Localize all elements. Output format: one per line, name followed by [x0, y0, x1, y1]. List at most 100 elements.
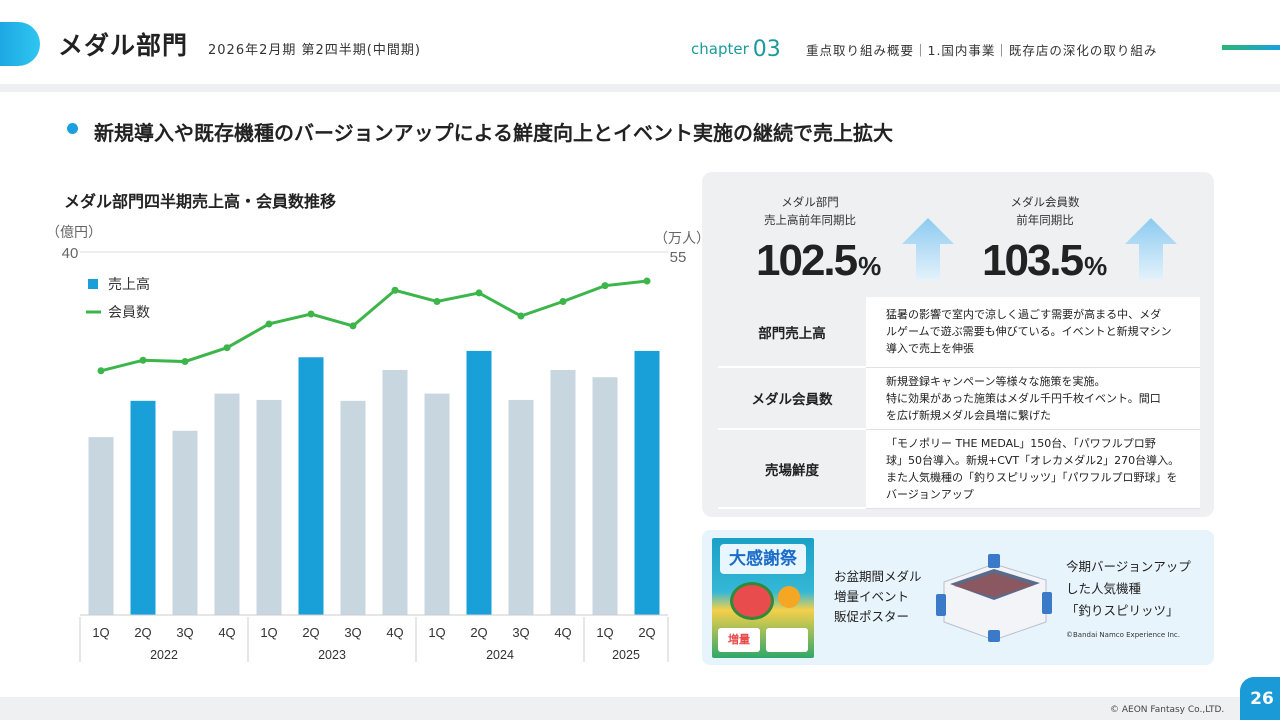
row-label-sales: 部門売上高	[718, 297, 866, 368]
x-tick-label: 4Q	[218, 625, 235, 640]
watermelon-icon	[730, 582, 774, 620]
caption-line: 今期バージョンアップ	[1066, 559, 1191, 574]
members-point	[181, 358, 189, 366]
text-line: 球」50台導入。新規+CVT「オレカメダル2」270台導入。	[886, 453, 1180, 467]
x-tick-label: 3Q	[344, 625, 361, 640]
members-point	[601, 282, 609, 290]
kpi-sales-value: 102.5	[756, 236, 858, 285]
text-line: 導入で売上を伸張	[886, 342, 974, 356]
legend-sales-swatch	[88, 279, 98, 289]
row-text-members: 新規登録キャンペーン等様々な施策を実施。 特に効果があった施策はメダル千円千枚イ…	[866, 367, 1200, 430]
left-axis-max-label: 40	[62, 245, 79, 262]
members-point	[475, 289, 483, 297]
footer-copyright: © AEON Fantasy Co.,LTD.	[1110, 705, 1225, 715]
x-tick-label: 2Q	[302, 625, 319, 640]
kpi-sales-unit: %	[858, 251, 882, 281]
members-point	[223, 344, 231, 352]
chart-title: メダル部門四半期売上高・会員数推移	[64, 192, 337, 211]
initiatives-table: 部門売上高 猛暑の影響で室内で涼しく過ごす需要が高まる中、メダ ルゲームで遊ぶ需…	[718, 297, 1200, 509]
kpi-members-value-wrap: 103.5%	[982, 238, 1107, 289]
kpi-members: メダル会員数 前年同期比	[975, 193, 1115, 229]
kpi-sales-label-1: メダル部門	[781, 195, 839, 209]
sales-bar	[172, 430, 198, 615]
x-tick-label: 2Q	[134, 625, 151, 640]
legend-sales-label: 売上高	[108, 276, 150, 293]
sales-bar	[634, 350, 660, 615]
bullet-icon	[67, 123, 78, 134]
table-row: 売場鮮度 「モノポリー THE MEDAL」150台、「パワフルプロ野 球」50…	[718, 429, 1200, 509]
members-line	[100, 279, 648, 373]
kpi-sales-label-2: 売上高前年同期比	[764, 213, 856, 227]
page-title: メダル部門	[58, 31, 189, 60]
kpi-members-unit: %	[1084, 251, 1108, 281]
members-point	[97, 367, 105, 375]
poster-info-box	[766, 628, 808, 652]
page-number: 26	[1240, 677, 1280, 720]
sales-bar	[340, 400, 366, 615]
members-point	[517, 312, 525, 320]
chapter-indicator: chapter 03	[691, 35, 781, 62]
row-text-sales: 猛暑の影響で室内で涼しく過ごす需要が高まる中、メダ ルゲームで遊ぶ需要も伸びてい…	[866, 297, 1200, 368]
sun-icon	[778, 586, 800, 608]
x-tick-label: 1Q	[260, 625, 277, 640]
row-label-freshness: 売場鮮度	[718, 429, 866, 509]
sales-bar	[508, 399, 534, 615]
text-line: 猛暑の影響で室内で涼しく過ごす需要が高まる中、メダ	[886, 308, 1162, 322]
sales-bar	[550, 369, 576, 615]
right-axis-max-label: 55	[670, 249, 687, 266]
members-point	[349, 322, 357, 330]
breadcrumb: 重点取り組み概要｜1.国内事業｜既存店の深化の取り組み	[806, 43, 1158, 58]
members-point	[433, 298, 441, 305]
period-subtitle: 2026年2月期 第2四半期(中間期)	[208, 43, 421, 58]
row-label-members: メダル会員数	[718, 367, 866, 430]
x-tick-label: 3Q	[512, 625, 529, 640]
footer-band	[0, 697, 1280, 720]
x-tick-label: 2Q	[638, 625, 655, 640]
slide-header: メダル部門 2026年2月期 第2四半期(中間期) chapter 03 重点取り…	[0, 0, 1280, 86]
caption-line: 増量イベント	[834, 589, 910, 604]
chapter-number: 03	[752, 37, 781, 62]
header-tab-accent	[0, 22, 40, 66]
caption-line: した人気機種	[1066, 581, 1142, 596]
x-tick-label: 1Q	[428, 625, 445, 640]
kpi-members-value: 103.5	[982, 236, 1084, 285]
kpi-members-label-1: メダル会員数	[1010, 195, 1080, 209]
chapter-label: chapter	[691, 40, 749, 58]
text-line: 「モノポリー THE MEDAL」150台、「パワフルプロ野	[886, 436, 1156, 450]
members-point	[643, 277, 651, 285]
x-tick-label: 1Q	[596, 625, 613, 640]
table-row: メダル会員数 新規登録キャンペーン等様々な施策を実施。 特に効果があった施策はメ…	[718, 367, 1200, 430]
members-point	[559, 298, 567, 305]
up-arrow-icon	[1125, 218, 1177, 280]
header-divider	[0, 84, 1280, 92]
x-tick-label: 2Q	[470, 625, 487, 640]
members-point	[139, 356, 147, 364]
sales-bar	[466, 350, 492, 615]
year-label: 2023	[318, 648, 346, 662]
text-line: 特に効果があった施策はメダル千円千枚イベント。間口	[886, 391, 1161, 405]
left-axis-unit: （億円）	[46, 225, 102, 241]
text-line: ルゲームで遊ぶ需要も伸びている。イベントと新規マシン	[886, 325, 1172, 339]
sales-bar	[424, 393, 450, 615]
kpi-sales-value-wrap: 102.5%	[756, 238, 881, 289]
image-copyright: ©Bandai Namco Experience Inc.	[1066, 631, 1180, 639]
sales-bar	[130, 400, 156, 615]
header-accent-bar	[1222, 45, 1280, 50]
medal-machine-image	[936, 554, 1052, 642]
members-point	[265, 320, 273, 328]
members-point	[391, 286, 399, 294]
legend-members-label: 会員数	[108, 305, 150, 321]
x-tick-label: 1Q	[92, 625, 109, 640]
row-text-freshness: 「モノポリー THE MEDAL」150台、「パワフルプロ野 球」50台導入。新…	[866, 429, 1200, 509]
caption-line: 「釣りスピリッツ」	[1066, 603, 1179, 618]
text-line: 新規登録キャンペーン等様々な施策を実施。	[886, 374, 1106, 388]
text-line: を広げ新規メダル会員増に繋げた	[886, 408, 1051, 422]
machine-caption: 今期バージョンアップ した人気機種 「釣りスピリッツ」	[1066, 556, 1191, 622]
poster-badge: 増量	[718, 628, 760, 652]
sales-bar	[88, 437, 114, 615]
caption-line: お盆期間メダル	[834, 569, 922, 584]
x-tick-label: 3Q	[176, 625, 193, 640]
right-axis-unit: （万人）	[654, 231, 710, 247]
year-label: 2025	[612, 648, 640, 662]
kpi-sales: メダル部門 売上高前年同期比	[740, 193, 880, 229]
